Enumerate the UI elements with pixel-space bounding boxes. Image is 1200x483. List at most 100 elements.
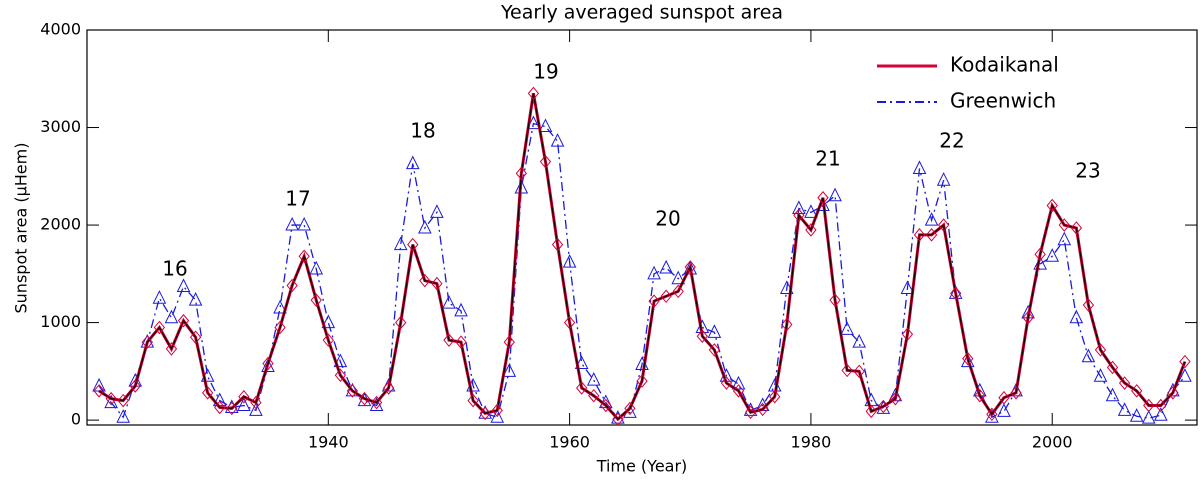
diamond-marker: [346, 384, 359, 398]
diamond-marker: [1034, 247, 1046, 262]
diamond-marker: [358, 391, 371, 406]
diamond-marker: [1094, 343, 1107, 357]
triangle-marker: [828, 187, 842, 202]
diamond-marker: [576, 381, 588, 395]
triangle-marker: [490, 409, 505, 423]
diamond-marker: [817, 190, 829, 205]
chart-title: Yearly averaged sunspot area: [500, 2, 783, 24]
diamond-marker: [129, 379, 141, 393]
cycle-annotation: 17: [285, 187, 310, 211]
diamond-marker: [853, 364, 865, 379]
triangle-marker: [936, 172, 951, 186]
diamond-marker: [1167, 386, 1179, 400]
diamond-marker: [443, 333, 455, 347]
triangle-marker: [405, 155, 420, 170]
diamond-marker: [769, 389, 781, 404]
diamond-marker: [636, 374, 648, 388]
triangle-marker: [912, 160, 927, 174]
legend-label: Kodaikanal: [950, 53, 1059, 77]
cycle-annotation: 16: [162, 257, 187, 281]
diamond-marker: [732, 384, 745, 398]
diamond-marker: [1155, 398, 1167, 413]
y-axis-label: Sunspot area (μHem): [12, 143, 31, 314]
diamond-marker: [395, 315, 407, 330]
series-line: [98, 122, 1186, 419]
triangle-marker: [888, 387, 903, 402]
diamond-marker: [93, 384, 105, 398]
triangle-marker: [562, 254, 577, 268]
cycle-annotation: 22: [939, 129, 964, 153]
triangle-marker: [707, 324, 722, 338]
diamond-marker: [998, 390, 1010, 405]
x-axis-label: Time (Year): [596, 457, 688, 476]
diamond-marker: [1131, 384, 1143, 398]
plot-frame: [86, 29, 1198, 426]
diamond-marker: [865, 404, 877, 419]
y-tick-label: 4000: [40, 20, 81, 39]
triangle-marker: [804, 204, 818, 218]
diamond-marker: [419, 273, 431, 288]
diamond-marker: [286, 278, 298, 293]
diamond-marker: [467, 393, 479, 408]
diamond-marker: [177, 313, 190, 328]
triangle-marker: [345, 382, 360, 397]
diamond-marker: [563, 315, 576, 330]
triangle-marker: [152, 290, 167, 304]
triangle-marker: [659, 259, 673, 274]
triangle-marker: [188, 292, 203, 306]
diamond-marker: [455, 335, 467, 349]
triangle-marker: [1069, 309, 1084, 324]
diamond-marker: [829, 293, 841, 307]
diamond-marker: [539, 154, 552, 169]
y-tick-label: 1000: [40, 312, 81, 331]
diamond-marker: [1179, 354, 1191, 369]
diamond-marker: [298, 249, 310, 264]
diamond-marker: [274, 320, 286, 335]
diamond-marker: [238, 389, 250, 404]
triangle-marker: [393, 236, 408, 251]
diamond-marker: [1070, 221, 1083, 235]
diamond-marker: [925, 228, 938, 242]
triangle-marker: [309, 260, 324, 275]
triangle-marker: [1093, 368, 1108, 382]
diamond-marker: [805, 223, 817, 237]
diamond-marker: [310, 293, 322, 307]
triangle-marker: [1117, 402, 1132, 416]
triangle-marker: [442, 294, 456, 309]
diamond-marker: [117, 393, 129, 408]
y-tick-label: 2000: [40, 215, 81, 234]
diamond-marker: [708, 343, 721, 357]
legend-label: Greenwich: [950, 89, 1056, 113]
triangle-marker: [273, 299, 287, 314]
diamond-marker: [1010, 386, 1022, 400]
triangle-marker: [647, 265, 661, 280]
diamond-marker: [515, 166, 527, 181]
cycle-annotation: 20: [655, 207, 680, 231]
diamond-marker: [600, 398, 612, 413]
diamond-marker: [937, 218, 950, 232]
diamond-marker: [1118, 376, 1131, 390]
triangle-marker: [840, 321, 854, 335]
diamond-marker: [262, 356, 274, 371]
x-tick-label: 1980: [791, 433, 832, 452]
cycle-annotation: 18: [410, 119, 435, 143]
diamond-marker: [588, 388, 600, 403]
diamond-marker: [382, 381, 395, 395]
series-line-core: [98, 93, 1186, 421]
triangle-marker: [586, 372, 601, 386]
triangle-marker: [538, 118, 553, 133]
diamond-marker: [913, 228, 926, 242]
diamond-marker: [250, 395, 262, 410]
diamond-marker: [1046, 198, 1058, 213]
triangle-marker: [502, 363, 517, 377]
diamond-marker: [672, 284, 684, 299]
triangle-marker: [1141, 410, 1156, 424]
triangle-marker: [164, 309, 179, 324]
triangle-marker: [297, 216, 311, 231]
triangle-marker: [1081, 348, 1096, 363]
diamond-marker: [684, 260, 696, 274]
triangle-marker: [249, 402, 263, 416]
diamond-marker: [660, 289, 672, 304]
diamond-marker: [431, 276, 443, 291]
